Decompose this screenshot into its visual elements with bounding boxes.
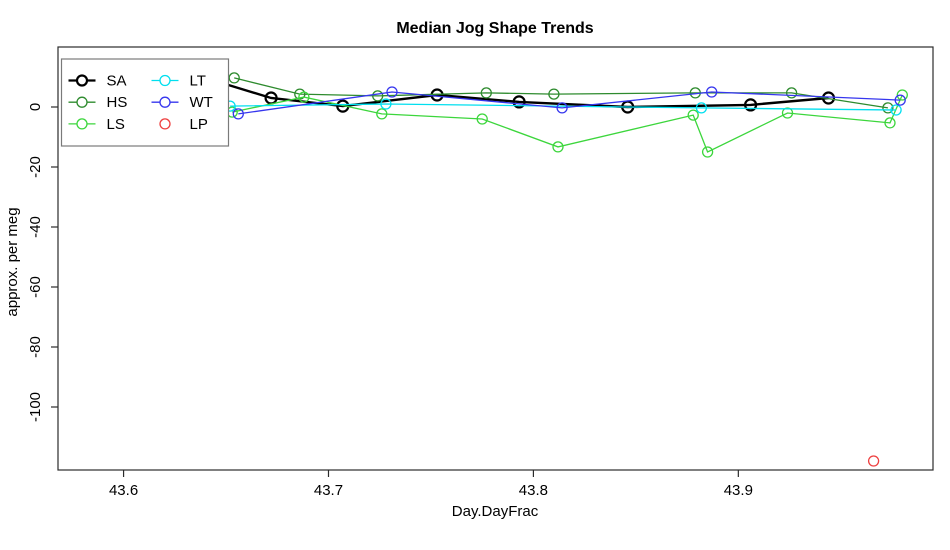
y-axis-label: approx. per meg [4, 207, 21, 316]
legend-label-SA: SA [107, 73, 127, 90]
legend-label-HS: HS [107, 94, 128, 111]
series-point-LS [476, 113, 488, 125]
series-point-HS [785, 87, 798, 99]
series-point-WT [232, 108, 244, 120]
y-axis-ticks: 0 -20 -40 -60 -80 -100 [27, 103, 58, 422]
legend-label-LP: LP [190, 116, 208, 133]
series-point-HS [228, 72, 240, 84]
x-tick-label: 43.9 [724, 482, 753, 499]
legend-marker-LT [159, 74, 171, 87]
series-point-LT [890, 104, 902, 116]
x-tick-label: 43.6 [109, 482, 138, 499]
series-point-LT [695, 102, 708, 114]
legend-label-LT: LT [190, 73, 206, 90]
series-point-LT [380, 98, 392, 110]
series-point-WT [706, 86, 718, 98]
series-point-WT [386, 86, 398, 98]
series-point-LS [376, 108, 388, 120]
legend-marker-SA [75, 74, 89, 87]
legend-label-WT: WT [190, 94, 213, 111]
legend-marker-LS [76, 118, 88, 130]
y-tick-label: -40 [27, 216, 44, 238]
series-point-LP [867, 455, 880, 467]
legend-marker-HS [76, 96, 88, 108]
series-line-SA [221, 81, 829, 109]
x-tick-label: 43.7 [314, 482, 343, 499]
series-point-SA [512, 95, 526, 109]
series-point-WT [894, 94, 906, 106]
series-point-HS [548, 88, 560, 100]
series-line-LS [232, 94, 903, 153]
x-tick-label: 43.8 [519, 482, 548, 499]
series-point-LS [552, 141, 564, 153]
series-point-LS [687, 109, 699, 121]
series-point-SA [743, 98, 758, 112]
series-point-HS [882, 102, 894, 114]
y-tick-label: -80 [27, 336, 44, 358]
series-point-LS [701, 146, 714, 158]
y-tick-label: -60 [27, 276, 44, 298]
series-point-LS [896, 89, 908, 101]
legend-marker-LP [159, 118, 171, 130]
series-point-WT [556, 102, 568, 114]
legend: SA HS LS LT WT LP [60, 58, 230, 147]
series-point-HS [372, 90, 384, 102]
series-line-HS [234, 77, 889, 109]
legend-marker-WT [159, 96, 171, 108]
y-tick-label: 0 [27, 103, 44, 111]
plot-area [57, 46, 934, 471]
chart-title: Median Jog Shape Trends [396, 20, 593, 37]
series-point-LS [781, 107, 794, 119]
series-group [215, 72, 908, 467]
y-tick-label: -20 [27, 156, 44, 178]
x-axis-ticks: 43.6 43.7 43.8 43.9 [109, 470, 753, 499]
x-axis-label: Day.DayFrac [452, 503, 539, 520]
series-point-LS [298, 91, 310, 103]
y-tick-label: -100 [27, 392, 44, 422]
series-point-LS [884, 117, 896, 129]
series-point-HS [480, 87, 492, 99]
series-line-WT [238, 91, 901, 115]
legend-label-LS: LS [107, 116, 125, 133]
